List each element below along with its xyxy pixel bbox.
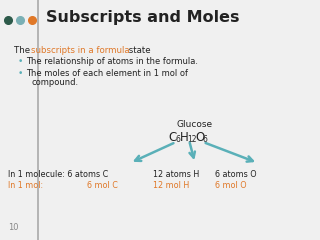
Text: 10: 10: [8, 223, 19, 232]
Text: Subscripts and Moles: Subscripts and Moles: [46, 10, 239, 25]
Text: 12 atoms H: 12 atoms H: [153, 170, 199, 179]
Text: •: •: [18, 57, 23, 66]
Text: The moles of each element in 1 mol of: The moles of each element in 1 mol of: [26, 69, 188, 78]
Text: Glucose: Glucose: [177, 120, 213, 129]
Text: 12 mol H: 12 mol H: [153, 181, 189, 190]
Text: The: The: [14, 46, 33, 55]
Text: subscripts in a formula: subscripts in a formula: [31, 46, 130, 55]
Text: 6 mol C: 6 mol C: [87, 181, 118, 190]
Text: In 1 mol:: In 1 mol:: [8, 181, 43, 190]
Text: 6 atoms O: 6 atoms O: [215, 170, 257, 179]
Text: state: state: [126, 46, 151, 55]
Text: H: H: [180, 131, 188, 144]
Text: C: C: [168, 131, 176, 144]
Text: 6 mol O: 6 mol O: [215, 181, 247, 190]
Text: 12: 12: [187, 134, 196, 144]
Text: 6: 6: [175, 134, 180, 144]
Text: O: O: [195, 131, 204, 144]
Text: compound.: compound.: [32, 78, 79, 87]
Text: The relationship of atoms in the formula.: The relationship of atoms in the formula…: [26, 57, 198, 66]
Text: 6: 6: [203, 134, 207, 144]
Text: •: •: [18, 69, 23, 78]
Text: In 1 molecule: 6 atoms C: In 1 molecule: 6 atoms C: [8, 170, 108, 179]
